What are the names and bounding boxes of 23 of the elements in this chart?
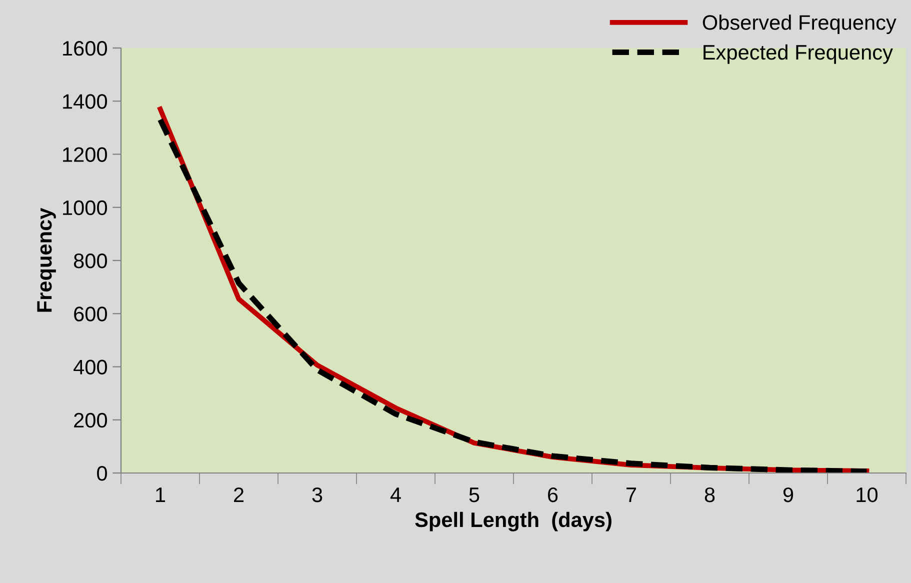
x-axis-title: Spell Length (days) — [415, 512, 612, 532]
legend-label: Observed Frequency — [702, 14, 896, 34]
x-tick-label: 6 — [548, 487, 558, 502]
y-axis-title: Frequency — [37, 208, 56, 312]
y-tick-label: 1000 — [63, 200, 107, 216]
x-tick-label: 9 — [783, 487, 794, 502]
y-tick-label: 400 — [74, 360, 107, 375]
x-tick-label: 8 — [704, 487, 715, 502]
y-tick-label: 600 — [74, 306, 107, 322]
y-tick-label: 0 — [97, 466, 107, 481]
x-tick-label: 10 — [856, 487, 878, 502]
y-tick-label: 800 — [74, 254, 107, 268]
y-tick-label: 1400 — [63, 94, 107, 109]
x-tick-label: 5 — [469, 488, 480, 502]
y-tick-label: 200 — [74, 412, 107, 428]
x-tick-label: 4 — [390, 488, 401, 502]
x-tick-label: 3 — [312, 487, 322, 502]
x-tick-label: 1 — [156, 488, 166, 502]
legend-label: Expected Frequency — [704, 44, 893, 64]
x-tick-label: 2 — [234, 487, 244, 502]
x-tick-label: 7 — [626, 488, 636, 502]
y-tick-label: 1600 — [63, 41, 107, 56]
y-tick-label: 1200 — [63, 147, 107, 162]
